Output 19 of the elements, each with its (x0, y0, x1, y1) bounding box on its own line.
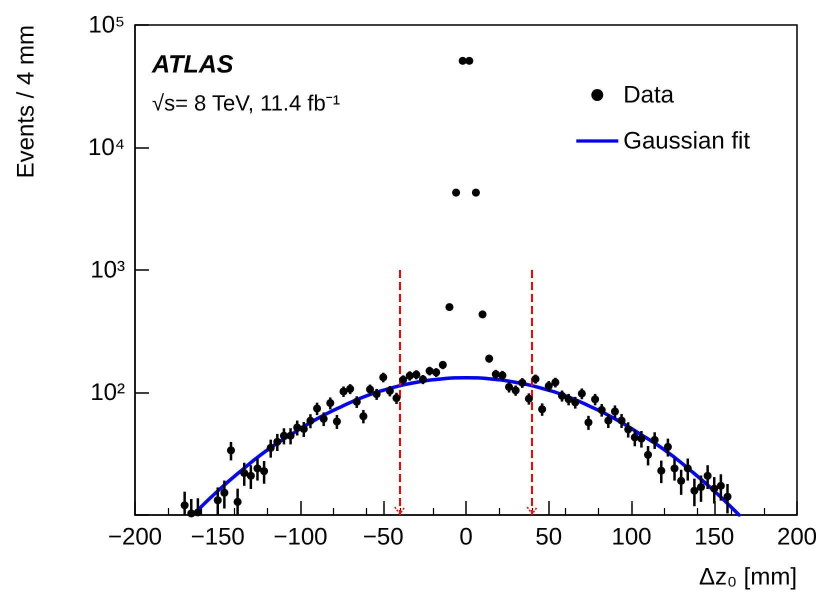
annotation: ATLAS (151, 50, 234, 78)
x-tick-label: 200 (776, 524, 818, 550)
x-tick-label: 50 (535, 524, 562, 550)
y-tick-label: 10² (90, 379, 126, 406)
annotation: √s= 8 TeV, 11.4 fb⁻¹ (152, 90, 340, 116)
x-tick-label: −200 (108, 524, 162, 550)
x-tick-label: 100 (611, 524, 652, 550)
x-axis-title: Δz₀ [mm] (699, 564, 798, 590)
y-tick-label: 10³ (90, 256, 126, 284)
y-tick-label: 10⁴ (88, 134, 125, 161)
x-tick-label: −100 (273, 524, 328, 550)
x-tick-label: 150 (694, 524, 734, 550)
y-axis-title: Events / 4 mm (12, 25, 40, 178)
legend-label: Gaussian fit (623, 128, 750, 154)
x-tick-label: −150 (190, 524, 245, 550)
y-tick-label: 10⁵ (88, 12, 125, 38)
x-tick-label: −50 (362, 524, 404, 550)
legend-label: Data (623, 82, 675, 108)
x-tick-label: 0 (459, 524, 473, 550)
